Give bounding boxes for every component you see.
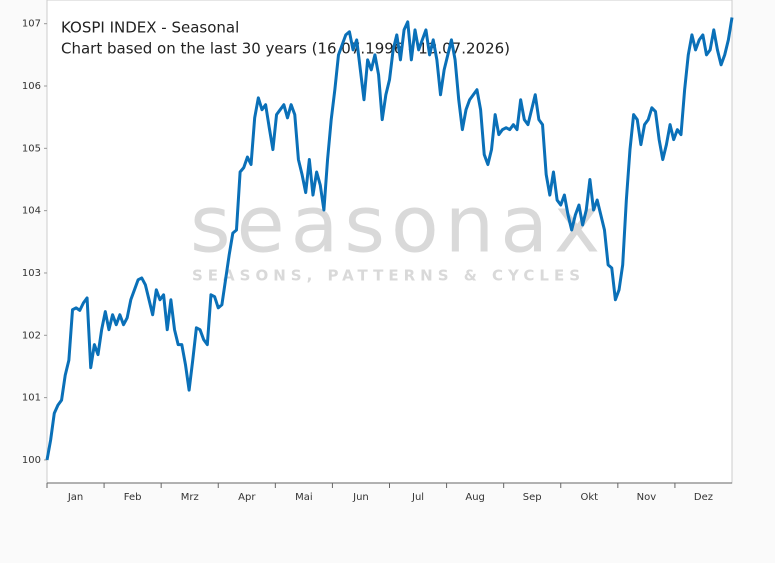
y-tick-label: 102 bbox=[22, 330, 41, 341]
y-tick-label: 100 bbox=[22, 455, 41, 466]
y-tick-label: 103 bbox=[22, 268, 41, 279]
x-tick-label: Mai bbox=[295, 492, 313, 503]
x-tick-label: Aug bbox=[465, 492, 485, 503]
x-tick-label: Jul bbox=[411, 492, 424, 503]
x-tick-label: Nov bbox=[637, 492, 657, 503]
y-tick-label: 101 bbox=[22, 393, 41, 404]
y-tick-label: 105 bbox=[22, 143, 41, 154]
y-tick-label: 104 bbox=[22, 206, 41, 217]
chart-title: KOSPI INDEX - Seasonal bbox=[61, 19, 239, 37]
y-tick-label: 106 bbox=[22, 81, 41, 92]
x-tick-label: Okt bbox=[580, 492, 598, 503]
watermark: seasonax bbox=[190, 180, 606, 270]
x-tick-label: Jan bbox=[67, 492, 83, 503]
line-series bbox=[45, 17, 734, 461]
watermark-tagline: SEASONS, PATTERNS & CYCLES bbox=[192, 267, 585, 285]
y-tick-label: 107 bbox=[22, 19, 41, 30]
x-tick-label: Jun bbox=[352, 492, 369, 503]
x-tick-label: Mrz bbox=[181, 492, 199, 503]
x-tick-label: Sep bbox=[523, 492, 542, 503]
x-tick-label: Dez bbox=[694, 492, 713, 503]
x-tick-label: Apr bbox=[238, 492, 256, 503]
x-tick-label: Feb bbox=[124, 492, 142, 503]
chart-subtitle: Chart based on the last 30 years (16.07.… bbox=[61, 40, 510, 58]
